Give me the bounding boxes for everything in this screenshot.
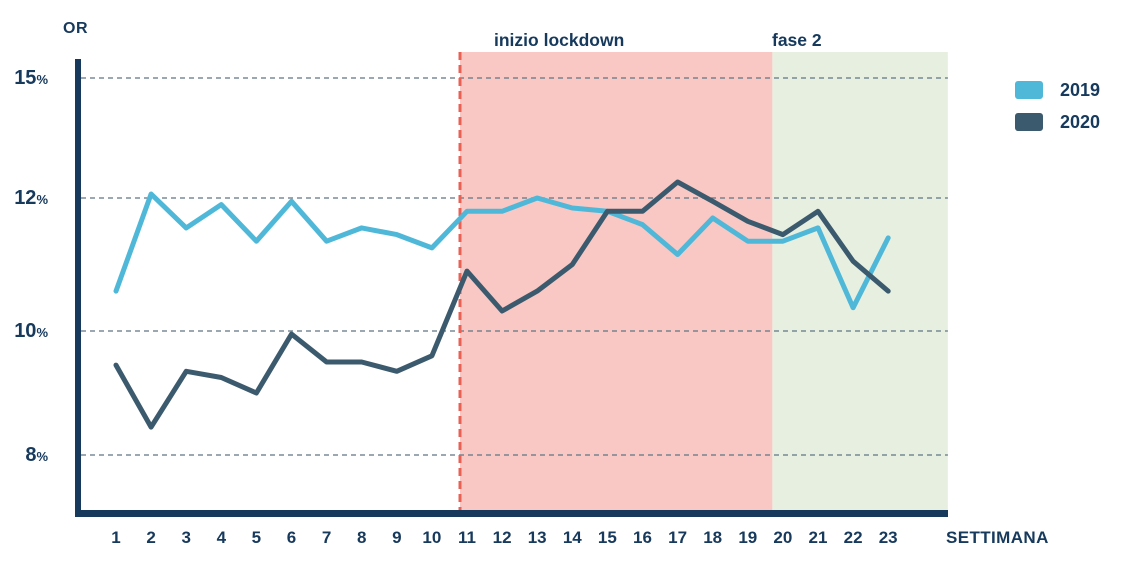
x-tick-label-4: 4: [216, 528, 227, 547]
series-line-2019: [113, 191, 891, 311]
x-tick-label-14: 14: [562, 528, 582, 547]
region-label-fase2: fase 2: [772, 30, 822, 50]
legend: 2019 2020: [1015, 81, 1100, 145]
x-tick-label-19: 19: [738, 528, 758, 547]
x-tick-label-21: 21: [808, 528, 828, 547]
x-tick-label-23: 23: [878, 528, 898, 547]
x-tick-label-10: 10: [422, 528, 442, 547]
y-tick-label-12: 12%: [14, 187, 48, 209]
x-tick-label-16: 16: [633, 528, 652, 547]
gridlines: [81, 77, 948, 456]
x-tick-label-12: 12: [492, 528, 512, 547]
x-tick-label-3: 3: [181, 528, 191, 547]
x-axis-title: SETTIMANA: [946, 528, 1049, 547]
lockdown-region: [460, 52, 773, 511]
y-axis: [75, 59, 81, 517]
x-tick-label-2: 2: [146, 528, 156, 547]
y-axis-title: OR: [63, 20, 88, 37]
legend-item-2019: 2019: [1015, 81, 1100, 99]
x-tick-label-15: 15: [597, 528, 617, 547]
region-label-lockdown: inizio lockdown: [494, 30, 625, 50]
x-tick-label-18: 18: [703, 528, 723, 547]
x-tick-label-8: 8: [356, 528, 367, 547]
y-tick-label-15: 15%: [14, 67, 48, 89]
series-line-2020: [113, 179, 891, 430]
legend-swatch-2020: [1015, 113, 1043, 131]
x-tick-label-13: 13: [527, 528, 547, 547]
x-tick-label-5: 5: [251, 528, 262, 547]
x-tick-label-17: 17: [668, 528, 688, 547]
legend-label-2019: 2019: [1060, 80, 1101, 100]
x-tick-label-11: 11: [458, 528, 476, 547]
x-tick-label-9: 9: [392, 528, 402, 547]
x-tick-label-20: 20: [773, 528, 793, 547]
fase2-region: [772, 52, 948, 511]
x-tick-label-1: 1: [111, 528, 121, 547]
y-tick-label-10: 10%: [14, 320, 48, 342]
legend-label-2020: 2020: [1060, 112, 1101, 132]
x-tick-label-22: 22: [843, 528, 863, 547]
legend-item-2020: 2020: [1015, 113, 1100, 131]
x-axis: [75, 510, 948, 517]
x-tick-label-7: 7: [321, 528, 332, 547]
x-tick-label-6: 6: [286, 528, 297, 547]
y-tick-label-8: 8%: [25, 444, 48, 466]
legend-swatch-2019: [1015, 81, 1043, 99]
